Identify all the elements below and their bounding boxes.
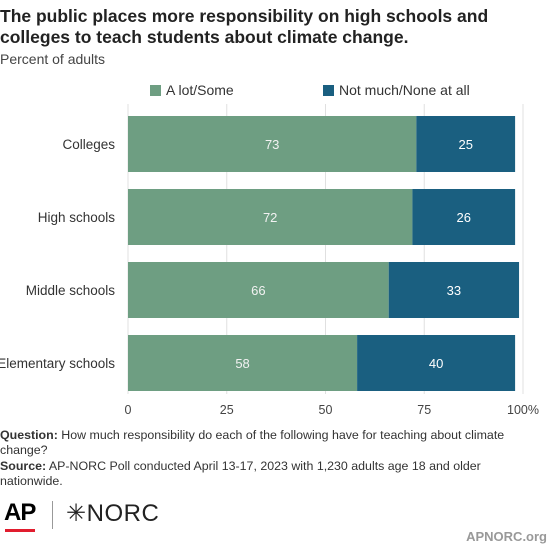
source-label: Source:	[0, 459, 47, 473]
data-label: 26	[457, 210, 471, 225]
bar-a-lot-some	[128, 189, 413, 245]
legend-swatch-a-lot-some	[150, 84, 161, 96]
x-tick-label: 25	[220, 403, 234, 417]
question-text: How much responsibility do each of the f…	[0, 428, 505, 457]
stacked-bar-chart: 0 25 50 75 100% Colleges 73 25 High schools 72 26 M…	[0, 104, 539, 417]
bar-a-lot-some	[128, 262, 389, 318]
legend: A lot/Some Not much/None at all	[0, 82, 550, 100]
bar-not-much	[416, 116, 516, 172]
bar-not-much	[388, 262, 520, 318]
ap-logo-underline	[5, 529, 35, 532]
source-text: AP-NORC Poll conducted April 13-17, 2023…	[0, 459, 481, 488]
question-note: Question: How much responsibility do eac…	[0, 428, 546, 458]
category-label: Elementary schools	[0, 356, 115, 371]
norc-logo-text: NORC	[86, 500, 160, 527]
category-label: High schools	[38, 210, 116, 225]
source-note: Source: AP-NORC Poll conducted April 13-…	[0, 459, 546, 489]
question-label: Question:	[0, 428, 58, 442]
chart-subtitle: Percent of adults	[0, 51, 106, 67]
ap-logo: AP	[4, 499, 36, 526]
chart-title: The public places more responsibility on…	[0, 6, 489, 47]
bar-not-much	[412, 189, 516, 245]
legend-item-a-lot-some: A lot/Some	[150, 82, 234, 98]
legend-label-not-much: Not much/None at all	[339, 82, 470, 98]
x-tick-label: 100%	[507, 403, 539, 417]
data-label: 73	[265, 137, 279, 152]
asterisk-icon: ✳	[66, 500, 87, 527]
data-label: 72	[263, 210, 277, 225]
category-label: Colleges	[62, 137, 115, 152]
data-label: 25	[458, 137, 472, 152]
norc-logo: ✳NORC	[66, 499, 159, 528]
category-label: Middle schools	[26, 283, 116, 298]
data-label: 33	[447, 283, 461, 298]
bar-a-lot-some	[128, 116, 417, 172]
legend-swatch-not-much	[323, 84, 334, 96]
data-label: 58	[235, 356, 249, 371]
bar-a-lot-some	[128, 335, 358, 391]
x-tick-label: 0	[125, 403, 132, 417]
legend-item-not-much: Not much/None at all	[323, 82, 470, 98]
bar-not-much	[357, 335, 516, 391]
x-tick-label: 75	[417, 403, 431, 417]
logos: AP ✳NORC	[0, 499, 550, 549]
site-url: APNORC.org	[466, 529, 547, 544]
data-label: 40	[429, 356, 443, 371]
legend-label-a-lot-some: A lot/Some	[166, 82, 234, 98]
x-tick-label: 50	[319, 403, 333, 417]
logo-divider	[52, 501, 53, 529]
data-label: 66	[251, 283, 265, 298]
